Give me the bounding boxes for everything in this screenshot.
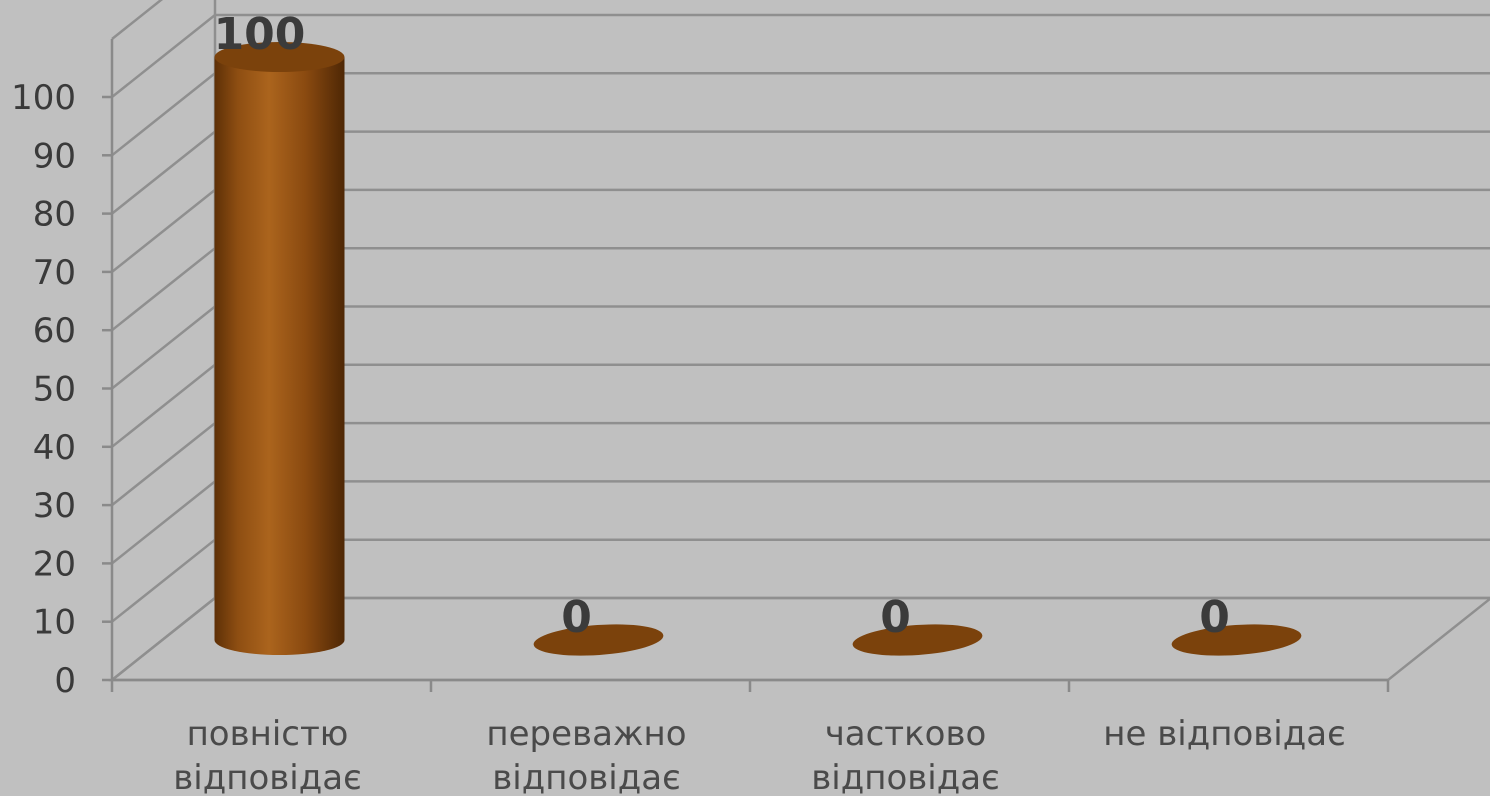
bar: 0 xyxy=(1171,592,1302,656)
data-label: 0 xyxy=(1199,592,1230,643)
bar: 0 xyxy=(533,592,664,656)
y-tick-label: 40 xyxy=(33,428,76,468)
y-tick-label: 70 xyxy=(33,253,76,293)
y-tick-label: 90 xyxy=(33,136,76,176)
x-tick-label: не відповідає xyxy=(1103,714,1345,754)
bar: 0 xyxy=(852,592,983,656)
y-tick-label: 30 xyxy=(33,486,76,526)
data-label: 100 xyxy=(214,9,306,60)
y-tick-label: 10 xyxy=(33,603,76,643)
data-label: 0 xyxy=(880,592,911,643)
x-tick-label: відповідає xyxy=(173,758,362,796)
y-tick-label: 80 xyxy=(33,195,76,235)
gridline xyxy=(111,0,163,40)
bar-body xyxy=(214,57,345,655)
bars: 100 0 0 0 xyxy=(214,9,1302,656)
x-tick-label: відповідає xyxy=(492,758,681,796)
x-axis-labels: повністю відповідає переважно відповідає час… xyxy=(173,714,1345,796)
x-tick-label: відповідає xyxy=(811,758,1000,796)
y-tick-label: 0 xyxy=(54,661,76,701)
y-tick-label: 20 xyxy=(33,544,76,584)
x-tick-label: повністю xyxy=(187,714,349,754)
bar: 100 xyxy=(214,9,345,655)
bar-top xyxy=(214,42,345,72)
y-tick-label: 60 xyxy=(33,311,76,351)
bar-top xyxy=(1171,624,1302,656)
bar-top xyxy=(852,624,983,656)
x-tick-label: частково xyxy=(825,714,987,754)
bar-top xyxy=(533,624,664,656)
x-tick-label: переважно xyxy=(486,714,686,754)
y-axis-ticks: 0 10 20 30 40 50 60 70 80 90 100 xyxy=(11,78,76,701)
data-label: 0 xyxy=(561,592,592,643)
y-tick-label: 50 xyxy=(33,370,76,410)
y-tick-label: 100 xyxy=(11,78,76,118)
